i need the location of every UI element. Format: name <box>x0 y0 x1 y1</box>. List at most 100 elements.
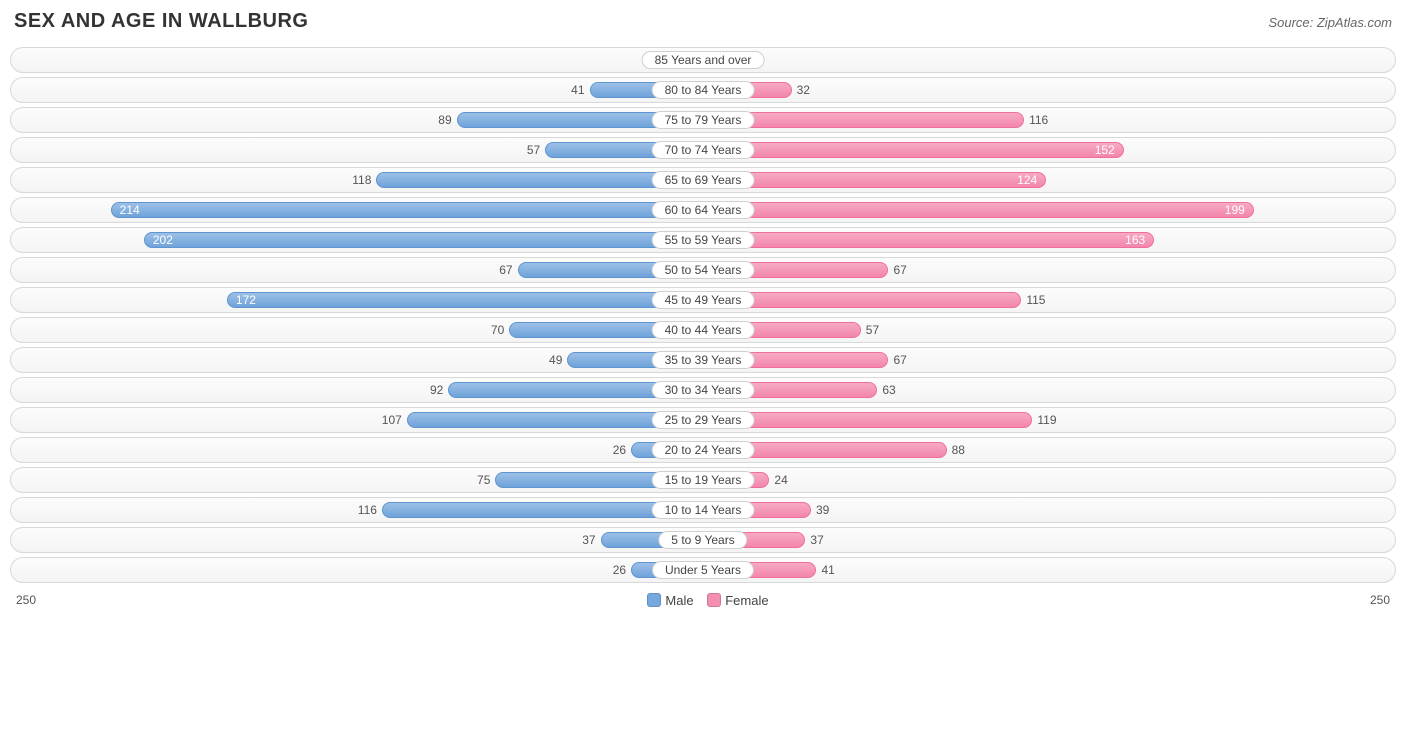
chart-title: SEX AND AGE IN WALLBURG <box>14 10 308 33</box>
male-side: 116 <box>11 498 703 522</box>
chart-footer: 250 250 Male Female <box>10 587 1396 613</box>
male-value: 89 <box>438 113 451 127</box>
male-value: 107 <box>382 413 402 427</box>
female-bar: 199 <box>703 202 1254 218</box>
male-value: 70 <box>491 323 504 337</box>
female-side: 37 <box>703 528 1395 552</box>
legend-label-female: Female <box>725 593 768 608</box>
age-group-label: 10 to 14 Years <box>652 501 755 519</box>
age-group-label: 80 to 84 Years <box>652 81 755 99</box>
female-side: 63 <box>703 378 1395 402</box>
male-side: 70 <box>11 318 703 342</box>
male-side: 13 <box>11 48 703 72</box>
male-value: 75 <box>477 473 490 487</box>
pyramid-row: 172 115 45 to 49 Years <box>10 287 1396 313</box>
pyramid-row: 37 37 5 to 9 Years <box>10 527 1396 553</box>
male-side: 89 <box>11 108 703 132</box>
male-side: 107 <box>11 408 703 432</box>
pyramid-row: 116 3910 to 14 Years <box>10 497 1396 523</box>
age-group-label: 35 to 39 Years <box>652 351 755 369</box>
pyramid-row: 49 67 35 to 39 Years <box>10 347 1396 373</box>
age-group-label: 25 to 29 Years <box>652 411 755 429</box>
female-side: 199 <box>703 198 1395 222</box>
age-group-label: 65 to 69 Years <box>652 171 755 189</box>
female-value: 88 <box>952 443 965 457</box>
female-side: 116 <box>703 108 1395 132</box>
male-value: 57 <box>527 143 540 157</box>
legend-swatch-male <box>647 593 661 607</box>
age-group-label: 60 to 64 Years <box>652 201 755 219</box>
male-side: 26 <box>11 438 703 462</box>
female-value: 152 <box>1087 143 1123 157</box>
female-side: 7 <box>703 48 1395 72</box>
female-value: 119 <box>1037 413 1056 427</box>
male-side: 118 <box>11 168 703 192</box>
female-bar: 152 <box>703 142 1124 158</box>
male-value: 116 <box>358 503 377 517</box>
female-side: 163 <box>703 228 1395 252</box>
pyramid-row: 752415 to 19 Years <box>10 467 1396 493</box>
female-side: 32 <box>703 78 1395 102</box>
female-value: 32 <box>797 83 810 97</box>
pyramid-row: 214 199 60 to 64 Years <box>10 197 1396 223</box>
female-side: 88 <box>703 438 1395 462</box>
male-value: 49 <box>549 353 562 367</box>
age-group-label: 70 to 74 Years <box>652 141 755 159</box>
male-value: 118 <box>352 173 371 187</box>
age-group-label: 55 to 59 Years <box>652 231 755 249</box>
age-group-label: 30 to 34 Years <box>652 381 755 399</box>
legend-swatch-female <box>707 593 721 607</box>
chart-source: Source: ZipAtlas.com <box>1268 15 1392 30</box>
male-side: 49 <box>11 348 703 372</box>
female-side: 39 <box>703 498 1395 522</box>
female-side: 41 <box>703 558 1395 582</box>
male-side: 202 <box>11 228 703 252</box>
female-value: 67 <box>893 263 906 277</box>
age-group-label: 40 to 44 Years <box>652 321 755 339</box>
female-value: 115 <box>1026 293 1045 307</box>
pyramid-row: 107 119 25 to 29 Years <box>10 407 1396 433</box>
male-value: 26 <box>613 443 626 457</box>
pyramid-row: 70 57 40 to 44 Years <box>10 317 1396 343</box>
pyramid-row: 202 16355 to 59 Years <box>10 227 1396 253</box>
male-side: 214 <box>11 198 703 222</box>
female-value: 37 <box>810 533 823 547</box>
male-value: 202 <box>145 233 181 247</box>
female-side: 67 <box>703 258 1395 282</box>
male-value: 67 <box>499 263 512 277</box>
male-value: 37 <box>582 533 595 547</box>
male-side: 75 <box>11 468 703 492</box>
male-value: 41 <box>571 83 584 97</box>
male-bar: 202 <box>144 232 703 248</box>
pyramid-row: 8911675 to 79 Years <box>10 107 1396 133</box>
male-side: 41 <box>11 78 703 102</box>
pyramid-row: 67 67 50 to 54 Years <box>10 257 1396 283</box>
population-pyramid: 13785 Years and over 41 32 80 to 84 Years 89… <box>10 47 1396 583</box>
female-value: 199 <box>1217 203 1253 217</box>
chart-header: SEX AND AGE IN WALLBURG Source: ZipAtlas… <box>10 10 1396 43</box>
female-value: 124 <box>1009 173 1045 187</box>
male-side: 57 <box>11 138 703 162</box>
age-group-label: 20 to 24 Years <box>652 441 755 459</box>
age-group-label: 85 Years and over <box>642 51 765 69</box>
male-bar: 172 <box>227 292 703 308</box>
female-side: 57 <box>703 318 1395 342</box>
age-group-label: 5 to 9 Years <box>658 531 747 549</box>
female-side: 124 <box>703 168 1395 192</box>
age-group-label: 45 to 49 Years <box>652 291 755 309</box>
female-side: 152 <box>703 138 1395 162</box>
female-value: 67 <box>893 353 906 367</box>
male-value: 92 <box>430 383 443 397</box>
legend-label-male: Male <box>665 593 693 608</box>
male-value: 26 <box>613 563 626 577</box>
pyramid-row: 92 6330 to 34 Years <box>10 377 1396 403</box>
male-value: 172 <box>228 293 264 307</box>
female-value: 57 <box>866 323 879 337</box>
pyramid-row: 2641Under 5 Years <box>10 557 1396 583</box>
female-bar: 163 <box>703 232 1154 248</box>
female-bar: 124 <box>703 172 1046 188</box>
age-group-label: 50 to 54 Years <box>652 261 755 279</box>
female-value: 116 <box>1029 113 1048 127</box>
male-side: 37 <box>11 528 703 552</box>
age-group-label: 15 to 19 Years <box>652 471 755 489</box>
